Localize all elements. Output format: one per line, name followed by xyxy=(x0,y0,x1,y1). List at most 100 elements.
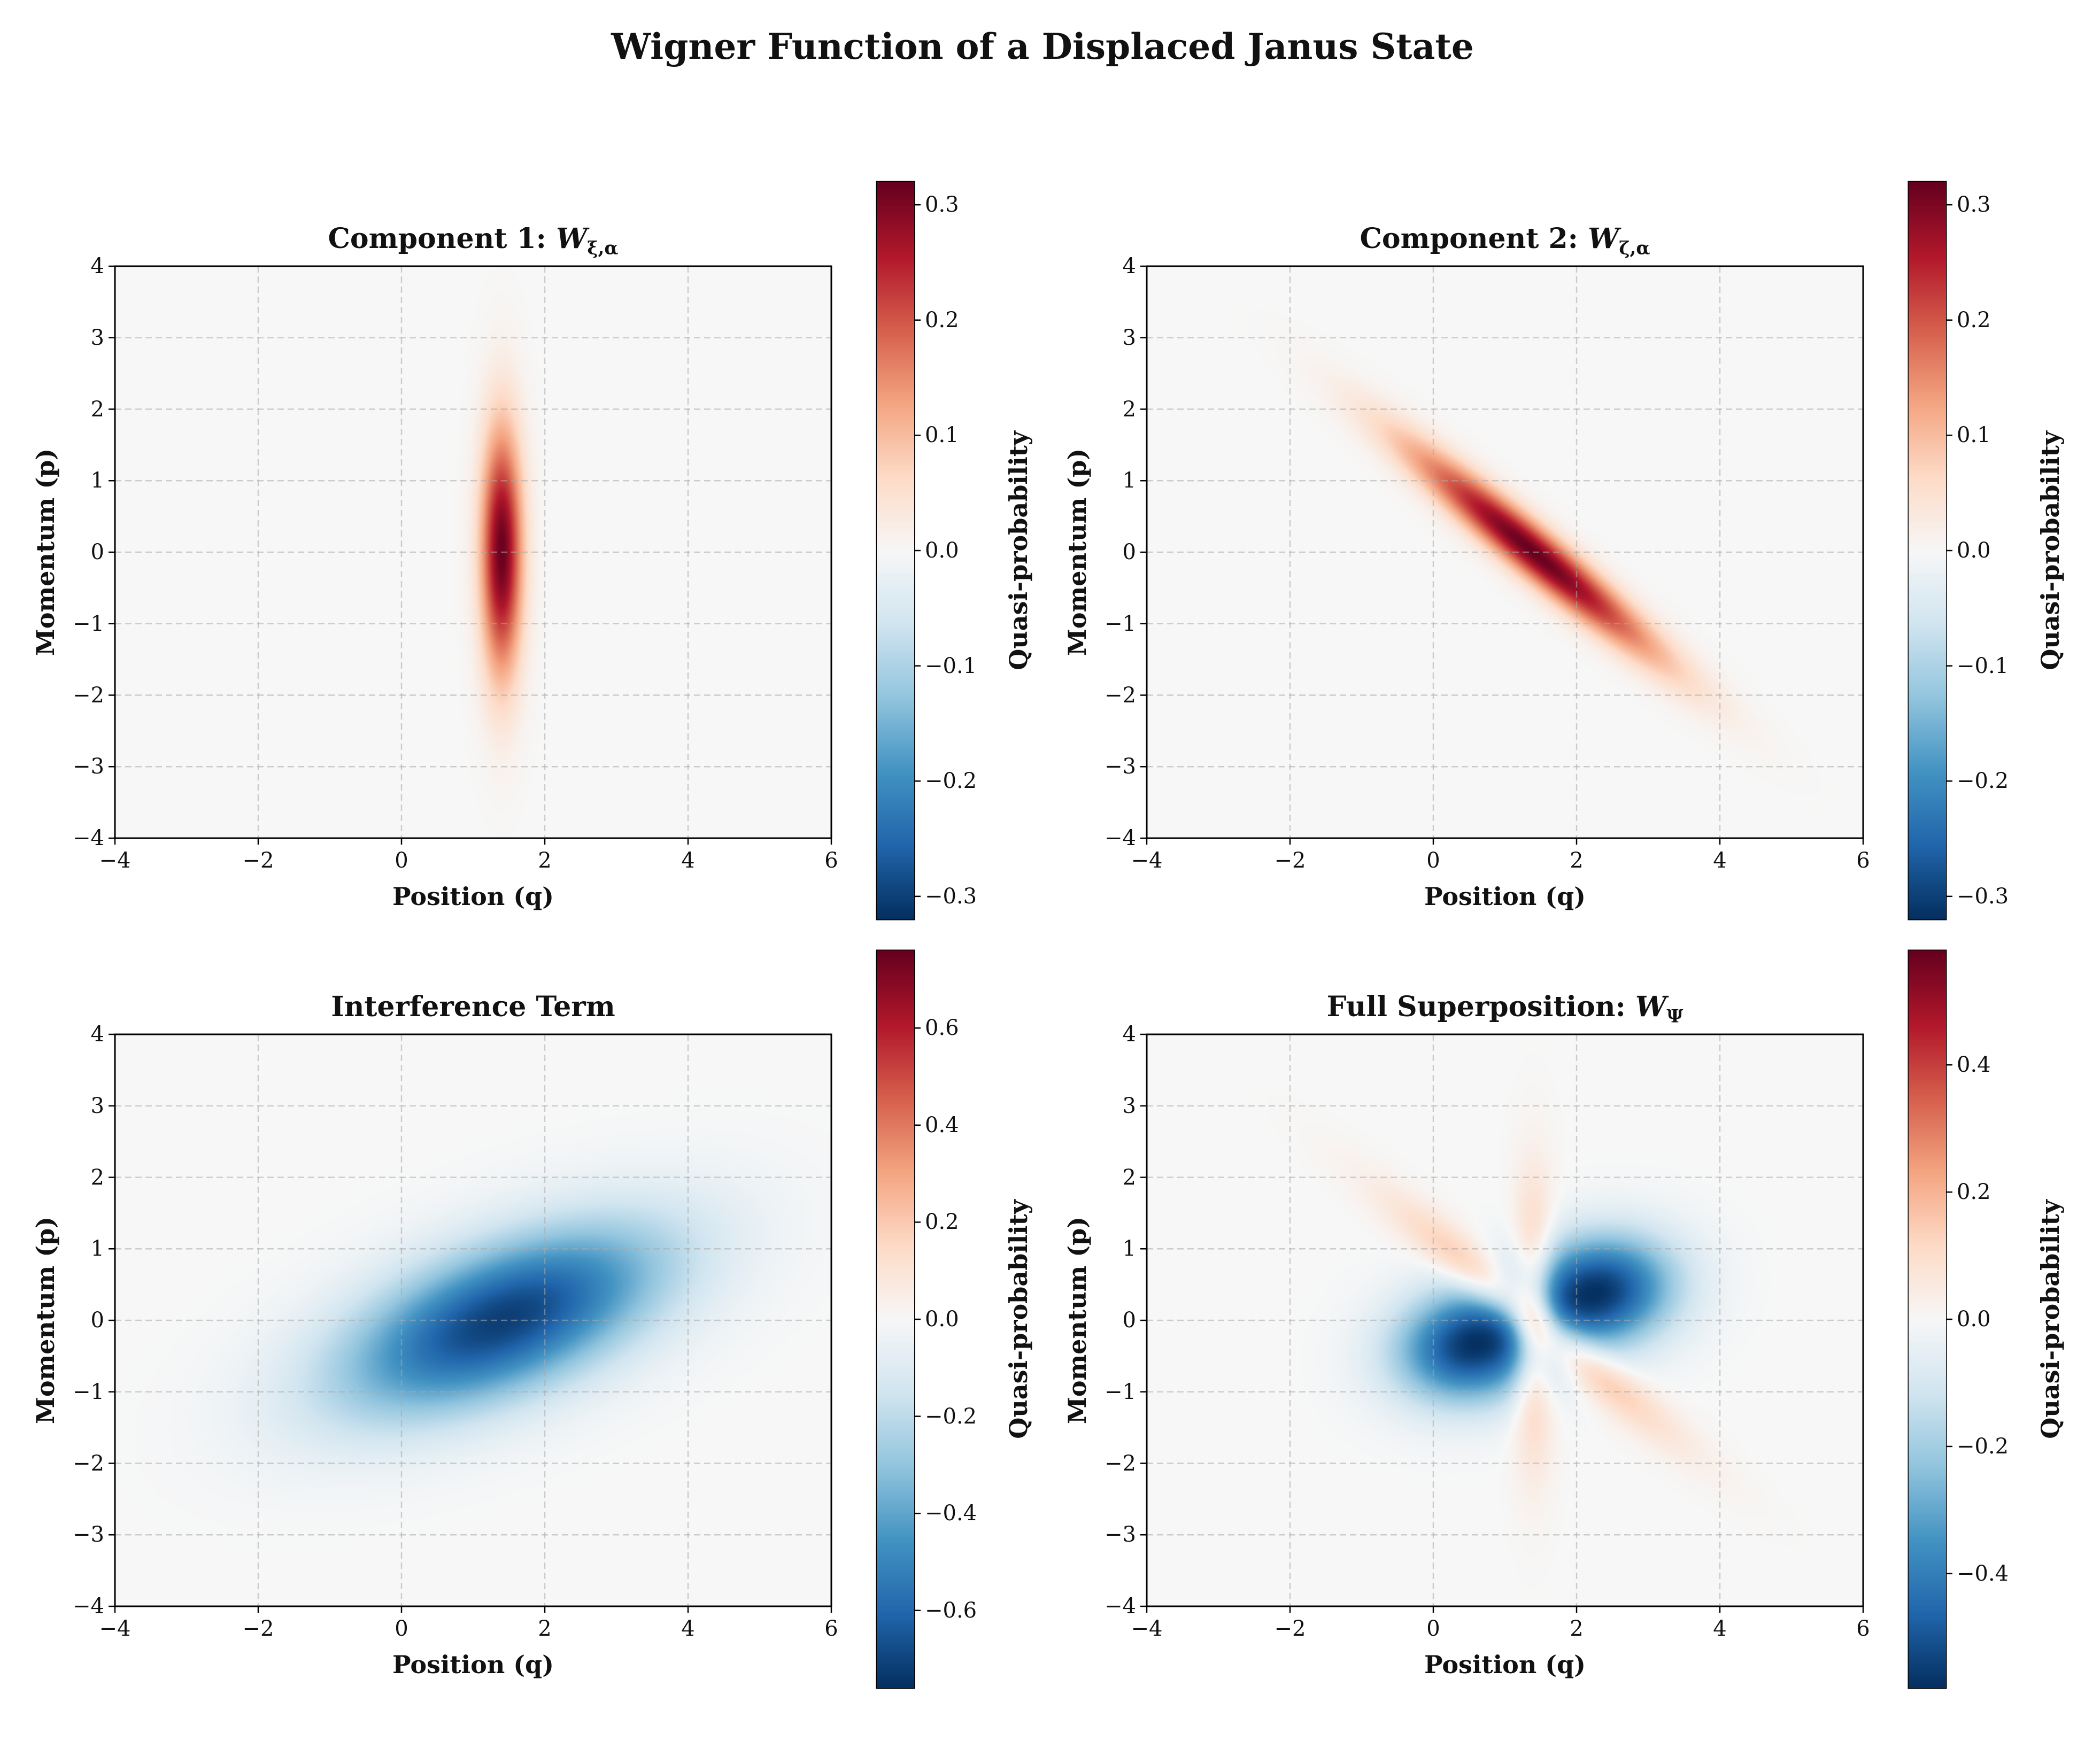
panel-title: Component 2: Wζ,α xyxy=(1147,222,1863,259)
y-tick-label: −2 xyxy=(73,683,104,708)
colorbar-tick-label: −0.2 xyxy=(1957,1434,2009,1459)
panel-title-math: W xyxy=(1587,222,1619,255)
y-tick-label: 2 xyxy=(1122,1165,1136,1190)
y-tick-label: −3 xyxy=(1105,1522,1136,1548)
panel-title-text: Component 2: xyxy=(1360,222,1588,255)
axes-border xyxy=(114,265,832,839)
y-tick-label: 3 xyxy=(1122,1093,1136,1118)
x-tick-label: 6 xyxy=(1856,1616,1870,1641)
x-axis-label: Position (q) xyxy=(392,882,554,911)
colorbar-tick-label: 0.6 xyxy=(925,1016,959,1041)
x-tick-label: 0 xyxy=(1426,848,1440,873)
x-tick-label: 2 xyxy=(538,848,552,873)
x-tick-label: 6 xyxy=(824,1616,838,1641)
y-tick-label: 0 xyxy=(90,540,104,564)
y-tick-label: −1 xyxy=(73,1379,104,1404)
colorbar xyxy=(877,182,914,919)
x-tick-label: 0 xyxy=(1426,1616,1440,1641)
x-tick-label: −4 xyxy=(1131,1616,1163,1641)
y-tick-label: 0 xyxy=(1122,540,1136,564)
panel-title: Full Superposition: WΨ xyxy=(1147,991,1863,1027)
x-tick-label: −2 xyxy=(242,848,274,873)
y-tick-label: −1 xyxy=(1105,611,1136,636)
x-tick-label: 4 xyxy=(1713,1616,1727,1641)
colorbar-tick-label: 0.0 xyxy=(925,1307,959,1332)
y-tick-label: 0 xyxy=(1122,1308,1136,1333)
colorbar-tick-label: 0.1 xyxy=(925,423,959,448)
colorbar-tick-label: 0.3 xyxy=(1957,192,1991,218)
y-tick-label: 1 xyxy=(90,1236,104,1262)
y-tick-label: −3 xyxy=(1105,754,1136,779)
y-tick-label: 1 xyxy=(90,468,104,493)
x-tick-label: 4 xyxy=(1713,848,1727,873)
axes-border xyxy=(1146,1033,1864,1607)
y-tick-label: −1 xyxy=(1105,1379,1136,1404)
x-tick-label: 2 xyxy=(1570,848,1584,873)
panel-title: Interference Term xyxy=(115,991,831,1023)
colorbar-tick-label: −0.4 xyxy=(1957,1561,2009,1586)
y-tick-label: −2 xyxy=(1105,1451,1136,1476)
y-tick-label: 4 xyxy=(90,254,104,278)
y-tick-label: −4 xyxy=(73,1594,104,1619)
y-tick-label: −4 xyxy=(1105,826,1136,850)
colorbar-tick-label: 0.4 xyxy=(1957,1053,1991,1078)
panel-title-text: Interference Term xyxy=(331,991,615,1023)
y-tick-label: 0 xyxy=(90,1308,104,1333)
y-tick-label: 3 xyxy=(90,1093,104,1118)
colorbar-tick-label: 0.2 xyxy=(925,1210,959,1235)
panel-title-math: W xyxy=(1635,991,1667,1023)
y-tick-label: 3 xyxy=(90,325,104,350)
x-tick-label: 0 xyxy=(395,848,408,873)
panel-title-text: Full Superposition: xyxy=(1326,991,1635,1023)
y-tick-label: −3 xyxy=(73,754,104,779)
y-tick-label: 4 xyxy=(1122,1022,1136,1047)
panel-title-math: W xyxy=(555,222,588,255)
y-tick-label: 2 xyxy=(1122,397,1136,422)
x-tick-label: −2 xyxy=(1274,1616,1306,1641)
colorbar-tick-label: −0.1 xyxy=(1957,653,2009,678)
panel-title-text: Component 1: xyxy=(328,222,556,255)
x-tick-label: 4 xyxy=(681,1616,695,1641)
x-axis-label: Position (q) xyxy=(1424,1650,1586,1679)
figure-title: Wigner Function of a Displaced Janus Sta… xyxy=(611,26,1474,67)
colorbar xyxy=(877,950,914,1688)
colorbar-tick-label: −0.3 xyxy=(925,884,977,909)
y-tick-label: 1 xyxy=(1122,1236,1136,1262)
y-tick-label: −4 xyxy=(73,826,104,850)
y-axis-label: Momentum (p) xyxy=(1063,1216,1092,1425)
colorbar-tick-label: 0.0 xyxy=(1957,538,1991,563)
y-tick-label: 2 xyxy=(90,1165,104,1190)
colorbar-tick-label: −0.2 xyxy=(925,1404,977,1429)
colorbar-tick-label: −0.1 xyxy=(925,653,977,678)
y-tick-label: −2 xyxy=(1105,683,1136,708)
colorbar-tick-label: 0.3 xyxy=(925,192,959,218)
x-tick-label: 6 xyxy=(1856,848,1870,873)
y-tick-label: 4 xyxy=(1122,254,1136,278)
x-tick-label: 6 xyxy=(824,848,838,873)
x-tick-label: 2 xyxy=(1570,1616,1584,1641)
x-tick-label: −2 xyxy=(1274,848,1306,873)
colorbar-tick-label: 0.1 xyxy=(1957,423,1991,448)
panel-title: Component 1: Wξ,α xyxy=(115,222,831,259)
x-tick-label: −4 xyxy=(1131,848,1163,873)
axes-border xyxy=(1146,265,1864,839)
y-tick-label: 3 xyxy=(1122,325,1136,350)
y-tick-label: 4 xyxy=(90,1022,104,1047)
y-tick-label: −4 xyxy=(1105,1594,1136,1619)
colorbar-tick-label: −0.3 xyxy=(1957,884,2009,909)
colorbar-tick-label: 0.0 xyxy=(925,538,959,563)
colorbar-tick-label: 0.2 xyxy=(1957,307,1991,332)
y-tick-label: 2 xyxy=(90,397,104,422)
x-axis-label: Position (q) xyxy=(1424,882,1586,911)
x-tick-label: −4 xyxy=(99,1616,131,1641)
y-tick-label: 1 xyxy=(1122,468,1136,493)
x-tick-label: 0 xyxy=(395,1616,408,1641)
colorbar-tick-label: 0.4 xyxy=(925,1112,959,1138)
y-tick-label: −2 xyxy=(73,1451,104,1476)
colorbar-tick-label: −0.6 xyxy=(925,1598,977,1623)
colorbar xyxy=(1909,182,1946,919)
